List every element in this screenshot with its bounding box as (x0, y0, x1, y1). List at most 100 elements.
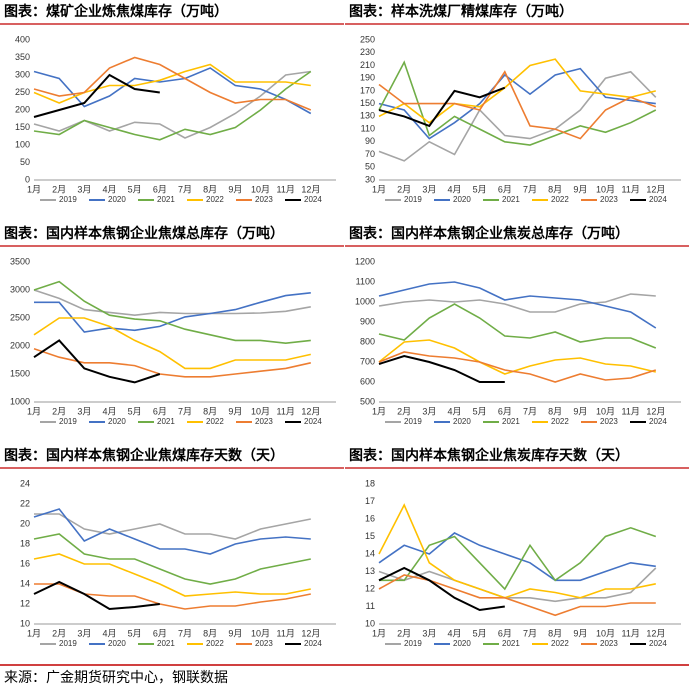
series-line (33, 508, 311, 555)
x-tick-label: 7月 (178, 184, 192, 194)
x-tick-label: 2月 (397, 628, 411, 638)
x-tick-label: 7月 (523, 628, 537, 638)
series-line (378, 281, 657, 329)
x-tick-label: 12月 (301, 628, 320, 638)
y-tick-label: 3000 (10, 284, 30, 294)
x-tick-label: 7月 (523, 406, 537, 416)
x-tick-label: 7月 (523, 184, 537, 194)
legend-label: 2022 (206, 639, 224, 648)
legend-label: 2019 (404, 195, 422, 204)
y-tick-label: 10 (20, 618, 30, 628)
legend-label: 2022 (551, 639, 569, 648)
x-tick-label: 1月 (27, 406, 41, 416)
source: 来源：广金期货研究中心，钢联数据 (4, 669, 228, 686)
legend-label: 2024 (304, 195, 322, 204)
y-tick-label: 11 (366, 601, 375, 611)
legend-label: 2022 (206, 417, 224, 426)
x-tick-label: 6月 (153, 406, 167, 416)
series-line (33, 73, 160, 118)
legend-label: 2021 (157, 417, 175, 426)
series-line (378, 354, 505, 383)
y-tick-label: 50 (365, 162, 375, 172)
series-line (378, 351, 657, 383)
x-tick-label: 9月 (228, 184, 242, 194)
y-tick-label: 250 (15, 87, 30, 97)
x-tick-label: 1月 (27, 184, 41, 194)
legend-label: 2021 (157, 195, 175, 204)
series-line (33, 553, 311, 597)
legend-label: 2023 (600, 639, 618, 648)
legend-label: 2019 (404, 417, 422, 426)
x-tick-label: 9月 (573, 628, 587, 638)
x-tick-label: 3月 (422, 406, 436, 416)
series-line (34, 292, 311, 333)
y-tick-label: 110 (361, 123, 375, 133)
x-tick-label: 1月 (372, 406, 386, 416)
y-tick-label: 12 (365, 583, 375, 593)
series-line (378, 70, 657, 162)
x-tick-label: 4月 (102, 628, 116, 638)
legend-label: 2019 (59, 639, 77, 648)
x-tick-label: 12月 (301, 184, 320, 194)
series-line (33, 339, 161, 384)
y-tick-label: 1100 (356, 276, 375, 286)
x-tick-label: 10月 (596, 628, 615, 638)
y-tick-label: 16 (365, 513, 375, 523)
y-tick-label: 1500 (10, 368, 30, 378)
y-tick-label: 14 (20, 578, 30, 588)
x-tick-label: 12月 (646, 184, 665, 194)
x-tick-label: 4月 (102, 406, 116, 416)
legend-label: 2020 (453, 639, 471, 648)
series-line (33, 533, 311, 585)
x-tick-label: 6月 (498, 184, 512, 194)
x-tick-label: 11月 (621, 184, 639, 194)
legend-label: 2019 (59, 195, 77, 204)
x-tick-label: 4月 (447, 184, 461, 194)
series-line (378, 566, 505, 612)
y-tick-label: 17 (365, 496, 375, 506)
chart-title: 图表：样本洗煤厂精煤库存（万吨） (349, 3, 573, 20)
chart-title: 图表：国内样本焦钢企业焦煤总库存（万吨） (4, 225, 284, 242)
series-line (34, 513, 311, 540)
y-tick-label: 400 (15, 34, 30, 44)
x-tick-label: 8月 (548, 406, 562, 416)
y-tick-label: 130 (360, 111, 375, 121)
y-tick-label: 900 (360, 316, 375, 326)
x-tick-label: 5月 (473, 184, 487, 194)
series-line (378, 567, 657, 603)
series-line (33, 317, 311, 370)
x-tick-label: 8月 (203, 628, 217, 638)
series-line (378, 574, 656, 617)
y-tick-label: 30 (365, 174, 375, 184)
y-tick-label: 150 (15, 122, 30, 132)
x-tick-label: 9月 (573, 184, 587, 194)
x-tick-label: 7月 (178, 628, 192, 638)
y-tick-label: 16 (20, 558, 30, 568)
y-tick-label: 250 (360, 34, 375, 44)
legend-label: 2020 (453, 417, 471, 426)
y-tick-label: 170 (360, 85, 375, 95)
legend-label: 2021 (502, 417, 520, 426)
x-tick-label: 2月 (397, 406, 411, 416)
legend-label: 2023 (600, 195, 618, 204)
y-tick-label: 2500 (10, 312, 30, 322)
y-tick-label: 230 (360, 47, 375, 57)
x-tick-label: 5月 (473, 628, 487, 638)
x-tick-label: 6月 (153, 628, 167, 638)
legend-label: 2023 (600, 417, 618, 426)
x-tick-label: 4月 (102, 184, 116, 194)
x-tick-label: 1月 (27, 628, 41, 638)
y-tick-label: 12 (20, 598, 30, 608)
y-tick-label: 50 (20, 157, 30, 167)
series-line (33, 348, 311, 378)
y-tick-label: 10 (365, 618, 375, 628)
x-tick-label: 3月 (422, 628, 436, 638)
legend-label: 2023 (255, 639, 273, 648)
x-tick-label: 7月 (178, 406, 192, 416)
series-line (378, 67, 656, 140)
x-tick-label: 11月 (276, 184, 294, 194)
series-line (33, 56, 312, 111)
series-line (33, 580, 160, 611)
y-tick-label: 150 (360, 98, 375, 108)
x-tick-label: 10月 (251, 406, 270, 416)
